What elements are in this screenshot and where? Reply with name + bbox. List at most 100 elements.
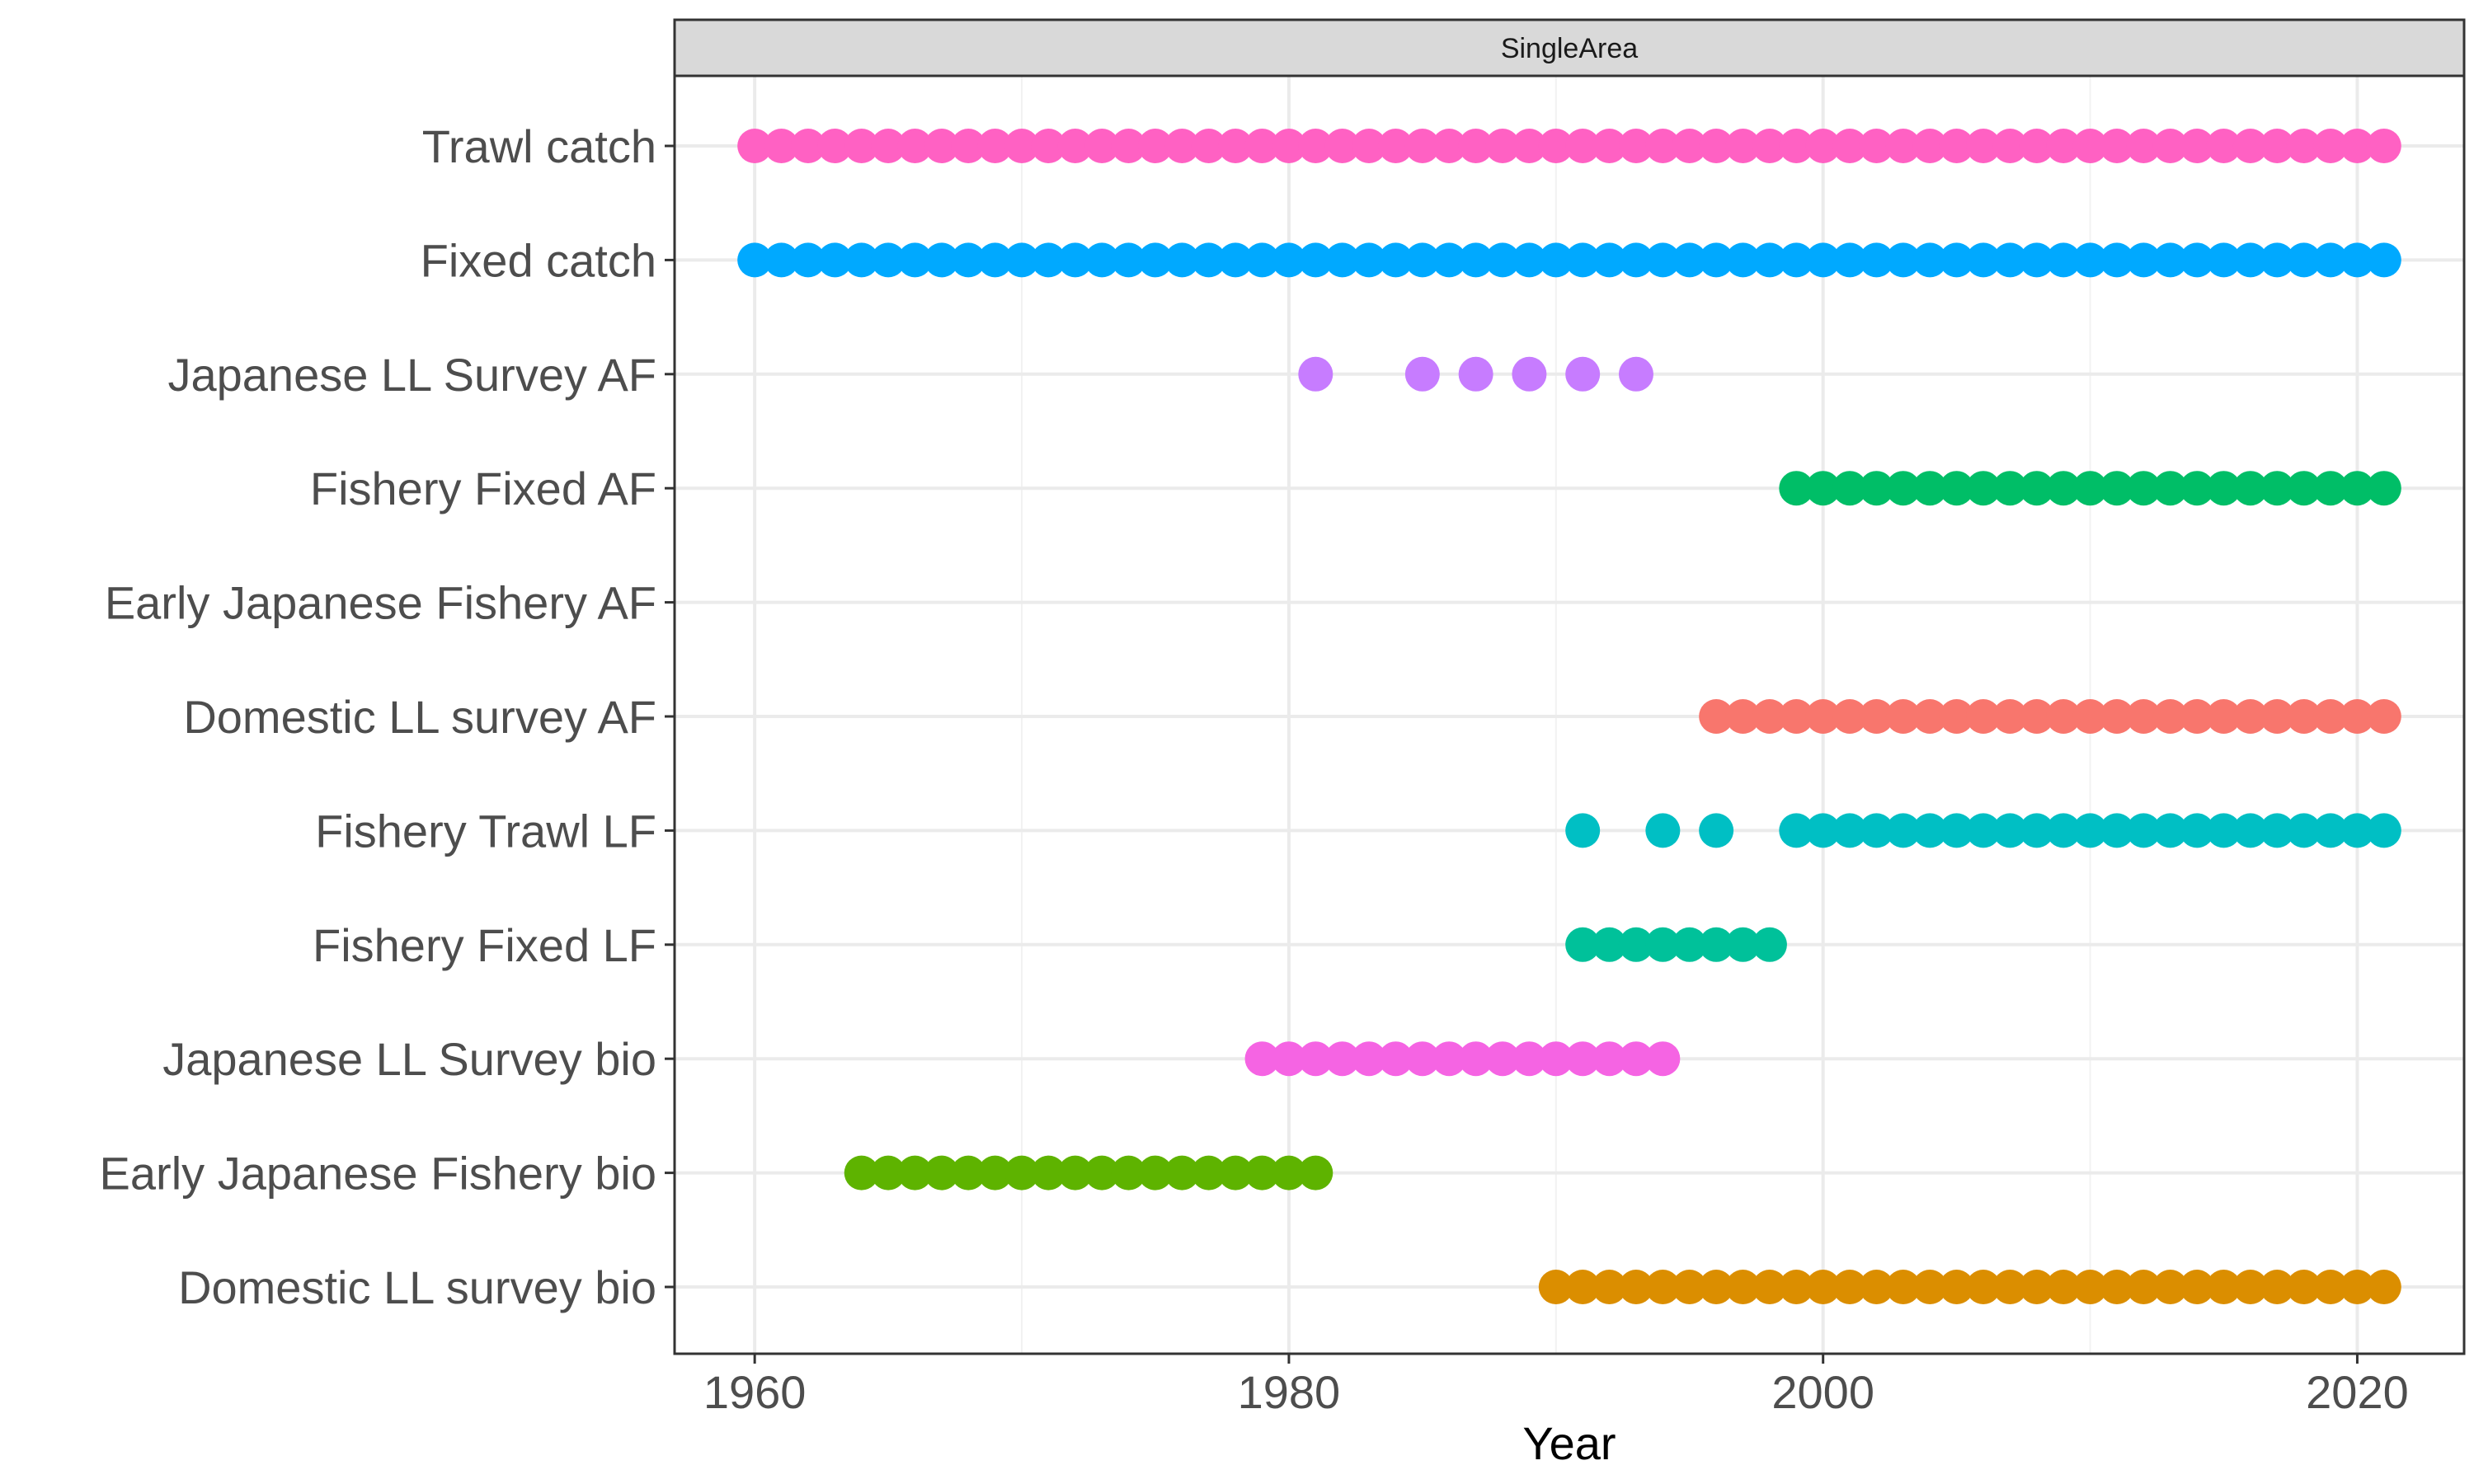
data-point <box>924 1155 959 1190</box>
data-point <box>2313 1270 2349 1304</box>
data-point <box>897 1155 933 1190</box>
data-point <box>1645 1270 1681 1304</box>
data-point <box>2366 1270 2401 1304</box>
data-point <box>1218 242 1253 278</box>
data-point <box>1244 242 1280 278</box>
data-point <box>1992 699 2028 734</box>
data-point <box>1565 813 1601 848</box>
data-point <box>1672 129 1707 163</box>
data-point <box>1538 1270 1573 1304</box>
data-point <box>977 242 1013 278</box>
data-point <box>2260 699 2295 734</box>
data-point <box>2046 1270 2081 1304</box>
data-point <box>1298 1041 1333 1077</box>
data-point <box>2206 1270 2241 1304</box>
data-point <box>1725 927 1761 962</box>
data-point <box>2180 699 2215 734</box>
y-tick-label: Japanese LL Survey bio <box>162 1033 656 1085</box>
data-point <box>1885 471 1921 506</box>
data-point <box>2206 471 2241 506</box>
data-point <box>1966 242 2001 278</box>
data-point <box>1725 1270 1761 1304</box>
data-point <box>2099 242 2134 278</box>
data-point <box>1592 1041 1627 1077</box>
data-point <box>764 129 799 163</box>
x-tick-label: 1980 <box>1238 1366 1341 1418</box>
data-point <box>2286 1270 2321 1304</box>
data-point <box>1485 1041 1521 1077</box>
data-point <box>1939 242 1974 278</box>
data-point <box>2072 813 2108 848</box>
data-point <box>1004 1155 1040 1190</box>
data-point <box>1992 129 2028 163</box>
data-point <box>2313 699 2349 734</box>
data-point <box>1565 927 1601 962</box>
data-point <box>2313 129 2349 163</box>
data-point <box>2232 242 2268 278</box>
data-point <box>2286 813 2321 848</box>
data-point <box>1699 927 1734 962</box>
data-point <box>1752 699 1787 734</box>
data-point <box>1859 699 1894 734</box>
data-point <box>1137 1155 1173 1190</box>
data-point <box>1859 129 1894 163</box>
data-point <box>2180 471 2215 506</box>
data-point <box>1699 813 1734 848</box>
data-point <box>1271 242 1306 278</box>
x-tick-label: 2020 <box>2306 1366 2409 1418</box>
data-point <box>1672 242 1707 278</box>
data-point <box>897 129 933 163</box>
data-point <box>871 242 906 278</box>
data-point <box>1298 242 1333 278</box>
y-tick-label: Fishery Trawl LF <box>315 805 656 857</box>
data-point <box>2099 129 2134 163</box>
data-point <box>2313 471 2349 506</box>
data-point <box>1137 129 1173 163</box>
data-point <box>1111 129 1146 163</box>
data-point <box>2260 471 2295 506</box>
data-point <box>1057 1155 1093 1190</box>
data-point <box>1271 1041 1306 1077</box>
data-point <box>2099 699 2134 734</box>
data-point <box>2180 1270 2215 1304</box>
data-point <box>2072 1270 2108 1304</box>
data-point <box>1832 129 1868 163</box>
data-point <box>1458 129 1493 163</box>
data-point <box>2366 242 2401 278</box>
data-point <box>817 129 853 163</box>
data-point <box>2152 129 2188 163</box>
data-point <box>1031 129 1066 163</box>
data-point <box>2340 1270 2375 1304</box>
data-point <box>1404 356 1440 392</box>
data-point <box>1859 471 1894 506</box>
data-point <box>1565 1270 1601 1304</box>
data-point <box>2340 129 2375 163</box>
data-point <box>1004 129 1040 163</box>
data-point <box>1538 1041 1573 1077</box>
facet-strip <box>673 18 2466 77</box>
data-point <box>1645 1041 1681 1077</box>
data-point <box>1485 129 1521 163</box>
data-point <box>2180 242 2215 278</box>
data-point <box>1645 242 1681 278</box>
data-point <box>1352 1041 1387 1077</box>
data-point <box>2286 471 2321 506</box>
y-axis: Trawl catch Fixed catch Japanese LL Survey… <box>100 120 675 1313</box>
data-point <box>1885 699 1921 734</box>
data-point <box>737 242 773 278</box>
data-point <box>1699 1270 1734 1304</box>
data-point <box>1458 1041 1493 1077</box>
data-point <box>1298 356 1333 392</box>
data-point <box>1832 471 1868 506</box>
data-point <box>1432 129 1467 163</box>
data-point <box>1111 1155 1146 1190</box>
data-point <box>1805 129 1841 163</box>
data-point <box>1244 1155 1280 1190</box>
data-point <box>1378 242 1413 278</box>
data-point <box>1779 699 1814 734</box>
data-point <box>1966 699 2001 734</box>
data-point <box>1699 242 1734 278</box>
data-point <box>1645 927 1681 962</box>
data-point <box>2340 242 2375 278</box>
